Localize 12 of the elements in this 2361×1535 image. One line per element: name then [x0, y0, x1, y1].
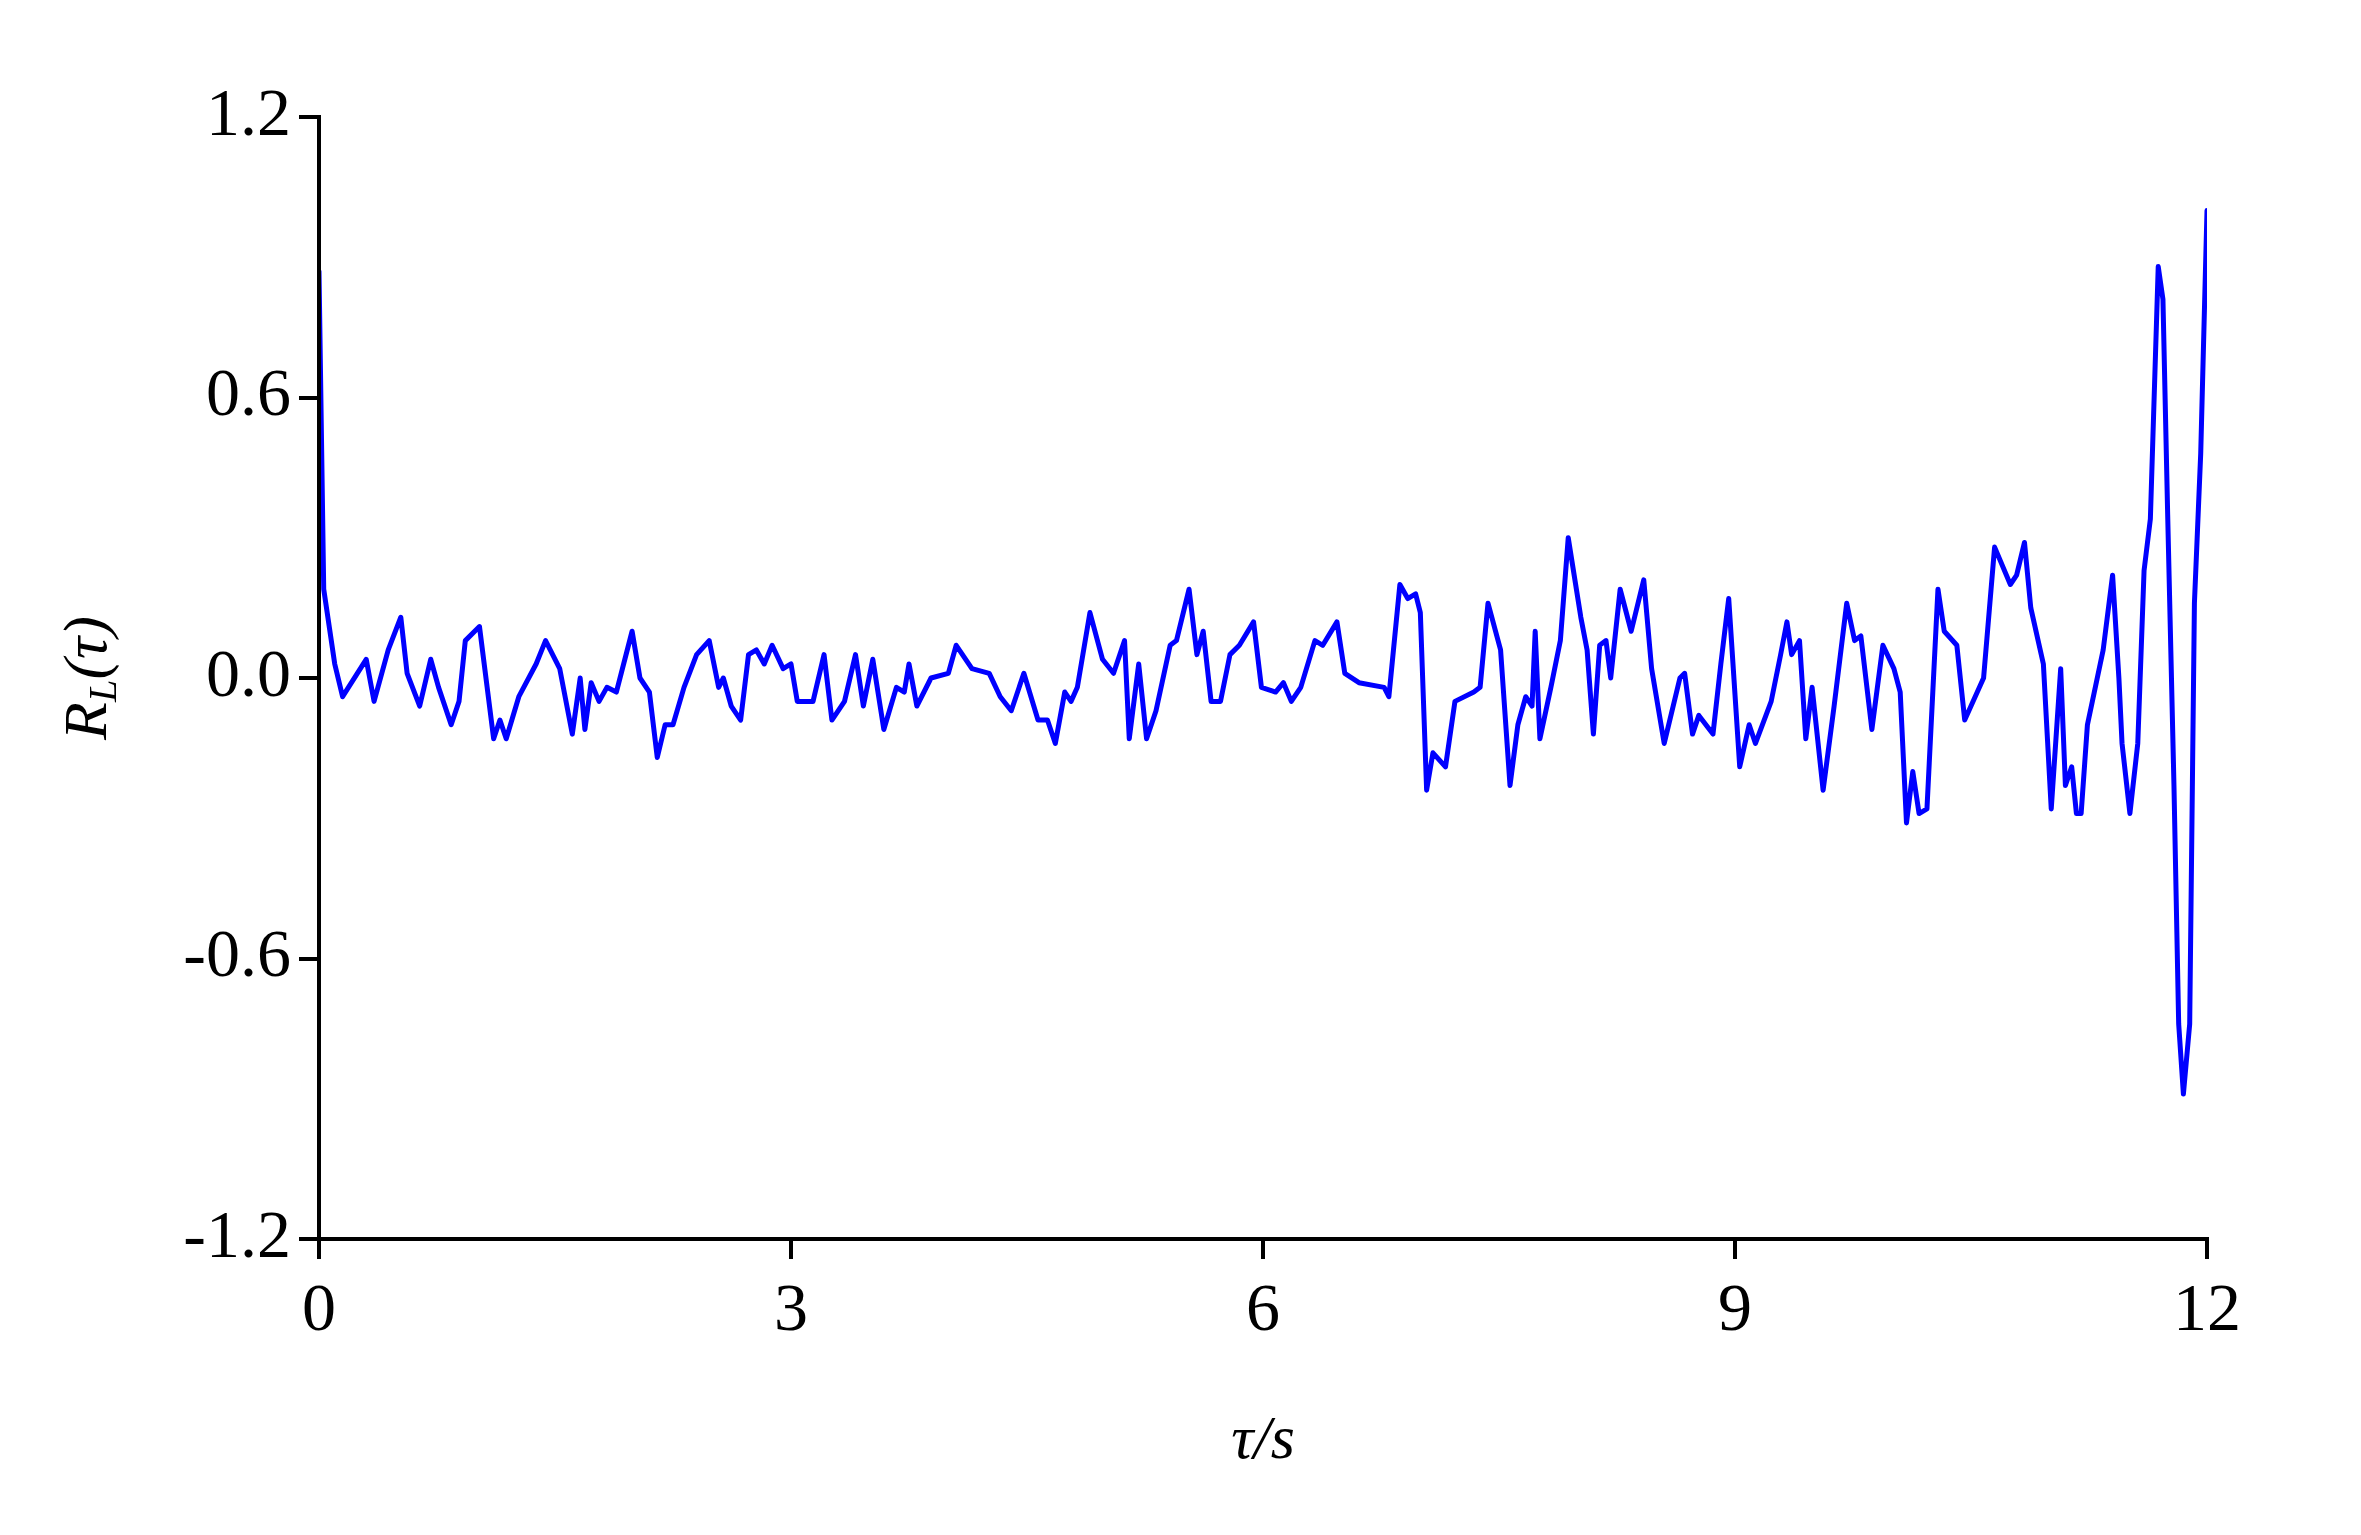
- y-tick-label: 0.0: [206, 634, 291, 711]
- y-axis-title: RL(τ): [51, 616, 126, 741]
- x-tick-label: 9: [1718, 1268, 1752, 1345]
- y-tick-label: -1.2: [183, 1195, 291, 1272]
- y-tick-label: 1.2: [206, 73, 291, 150]
- x-axis-title: τ/s: [1231, 1403, 1295, 1472]
- x-tick-label: 6: [1246, 1268, 1280, 1345]
- x-tick-label: 12: [2173, 1268, 2241, 1345]
- x-tick-label: 3: [774, 1268, 808, 1345]
- x-tick-label: 0: [302, 1268, 336, 1345]
- y-tick-label: -0.6: [183, 915, 291, 992]
- y-tick-label: 0.6: [206, 354, 291, 431]
